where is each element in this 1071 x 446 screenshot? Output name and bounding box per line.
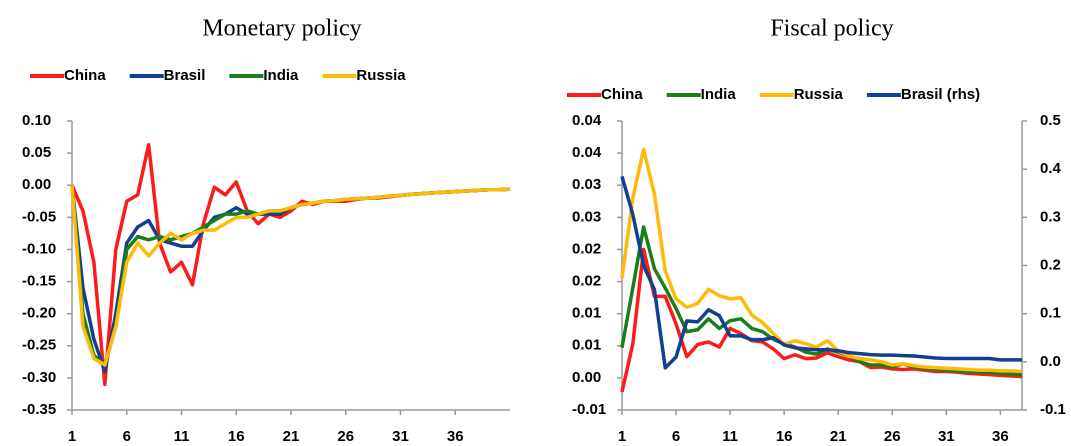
series-line [70,185,511,367]
x-tick-label: 1 [68,428,76,445]
y-tick-label: 0.10 [22,112,51,129]
y-tick-label: 0.00 [572,369,601,386]
y-tick-label: -0.05 [22,208,56,225]
chart-title: Fiscal policy [770,16,893,42]
y-tick-label: -0.15 [22,273,56,290]
x-tick-label: 36 [447,428,464,445]
x-tick-label: 31 [392,428,409,445]
legend-label: China [64,67,106,84]
series-line [620,175,1022,370]
y-tick-label: 0.03 [572,208,601,225]
y2-tick-label: -0.1 [1040,401,1066,418]
x-tick-label: 26 [884,428,901,445]
x-tick-label: 16 [776,428,793,445]
x-tick-label: 11 [722,428,738,445]
x-tick-label: 6 [672,428,680,445]
x-tick-label: 6 [123,428,131,445]
y-tick-label: 0.02 [572,273,601,290]
y-tick-label: 0.04 [572,112,602,129]
x-tick-label: 1 [618,428,626,445]
y-tick-label: 0.03 [572,176,601,193]
y2-tick-label: 0.5 [1040,112,1061,129]
y-tick-label: 0.01 [572,337,601,354]
legend-label: India [263,67,299,84]
legend-label: China [601,86,643,103]
y-tick-label: 0.01 [572,305,601,322]
series-line [70,185,511,374]
x-tick-label: 11 [174,428,190,445]
x-tick-label: 31 [938,428,955,445]
y-tick-label: -0.01 [572,401,606,418]
x-tick-label: 16 [228,428,245,445]
y-tick-label: -0.10 [22,240,56,257]
x-tick-label: 36 [992,428,1009,445]
series-line [620,225,1023,377]
y2-tick-label: 0.0 [1040,353,1061,370]
y-tick-label: -0.20 [22,305,56,322]
series-line [70,143,511,387]
y-tick-label: -0.25 [22,337,56,354]
legend-label: Russia [356,67,406,84]
y2-tick-label: 0.1 [1040,305,1061,322]
legend-label: Brasil [164,67,206,84]
legend-label: Brasil (rhs) [901,86,980,103]
y2-tick-label: 0.4 [1040,160,1062,177]
chart-title: Monetary policy [202,16,361,42]
y-tick-label: -0.35 [22,401,56,418]
x-tick-label: 21 [283,428,300,445]
y-tick-label: 0.02 [572,240,601,257]
legend-label: India [701,86,737,103]
y2-tick-label: 0.2 [1040,256,1061,273]
y2-tick-label: 0.3 [1040,208,1061,225]
y-tick-label: 0.00 [22,176,51,193]
y-tick-label: 0.04 [572,144,602,161]
x-tick-label: 26 [337,428,354,445]
y-tick-label: -0.30 [22,369,56,386]
legend-label: Russia [794,86,844,103]
y-tick-label: 0.05 [22,144,51,161]
x-tick-label: 21 [830,428,847,445]
series-line [620,147,1023,374]
